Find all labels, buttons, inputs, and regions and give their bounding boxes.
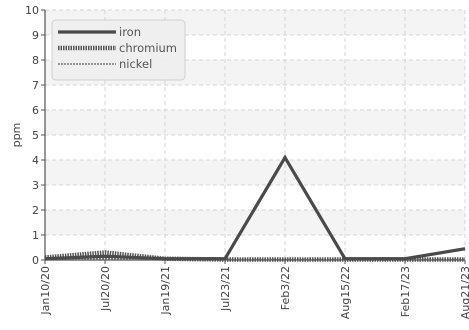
- background-band: [45, 210, 465, 235]
- y-tick-label: 4: [32, 154, 39, 167]
- legend-label-iron: iron: [119, 25, 141, 39]
- y-tick-label: 5: [32, 129, 39, 142]
- y-tick-label: 2: [32, 204, 39, 217]
- y-tick-label: 7: [32, 79, 39, 92]
- y-tick-label: 0: [32, 254, 39, 267]
- x-axis-ticks: Jan10/20 Jul20/20 Jan19/21 Jul23/21 Feb3/22 A…: [39, 260, 469, 319]
- y-tick-label: 10: [25, 4, 39, 17]
- x-tick-label: Jul23/21: [219, 266, 232, 312]
- x-tick-label: Jul20/20: [99, 266, 112, 312]
- y-tick-label: 3: [32, 179, 39, 192]
- legend-label-nickel: nickel: [119, 57, 152, 71]
- x-tick-label: Feb17/23: [399, 266, 412, 317]
- y-tick-label: 8: [32, 54, 39, 67]
- series-layer: [44, 154, 466, 262]
- legend: iron chromium nickel: [51, 19, 186, 81]
- y-tick-label: 1: [32, 229, 39, 242]
- x-tick-label: Aug21/23: [459, 266, 469, 319]
- legend-label-chromium: chromium: [119, 41, 177, 55]
- x-tick-label: Jan10/20: [39, 266, 52, 316]
- background-band: [45, 110, 465, 135]
- x-tick-label: Feb3/22: [279, 266, 292, 310]
- x-tick-label: Jan19/21: [159, 266, 172, 316]
- y-axis-ticks: 0 1 2 3 4 5 6 7 8 9 10: [25, 4, 45, 267]
- series-line-iron: [44, 154, 466, 261]
- background-band: [45, 160, 465, 185]
- y-tick-label: 6: [32, 104, 39, 117]
- y-tick-label: 9: [32, 29, 39, 42]
- legend-box: [51, 19, 186, 81]
- x-tick-label: Aug15/22: [339, 266, 352, 319]
- y-axis-label: ppm: [10, 123, 23, 148]
